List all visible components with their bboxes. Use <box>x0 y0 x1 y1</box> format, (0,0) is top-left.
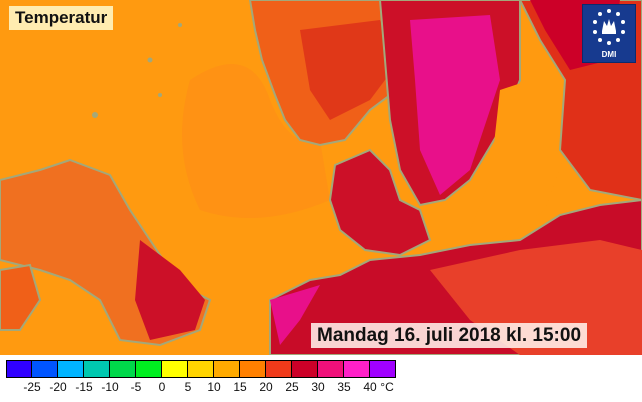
baltic-sea <box>470 70 570 240</box>
legend-swatch <box>188 360 214 378</box>
legend-tick-label: -15 <box>75 380 93 394</box>
map-canvas <box>0 0 642 356</box>
legend-swatch <box>344 360 370 378</box>
legend-tick-label: -25 <box>23 380 41 394</box>
legend-tick-label: 20 <box>259 380 273 394</box>
land-ireland <box>0 263 42 331</box>
legend-swatch <box>266 360 292 378</box>
island <box>92 112 98 118</box>
legend-tick-label: 10 <box>207 380 221 394</box>
north-sea-interior <box>182 64 330 218</box>
legend-unit: °C <box>380 380 394 394</box>
legend-swatch <box>318 360 344 378</box>
legend-swatch <box>136 360 162 378</box>
legend-tick-label: 25 <box>285 380 299 394</box>
legend-swatch <box>162 360 188 378</box>
legend-swatch <box>110 360 136 378</box>
legend-tick-label: 15 <box>233 380 247 394</box>
legend-tick-label: 35 <box>337 380 351 394</box>
legend-tick-label: 5 <box>184 380 192 394</box>
map-title: Temperatur <box>9 6 114 30</box>
legend-swatch <box>214 360 240 378</box>
legend-swatch <box>58 360 84 378</box>
land-denmark <box>328 148 432 257</box>
island <box>158 93 162 97</box>
forecast-timestamp: Mandag 16. juli 2018 kl. 15:00 <box>311 323 588 348</box>
legend-swatch <box>32 360 58 378</box>
island <box>178 23 182 27</box>
legend-swatch <box>6 360 32 378</box>
legend-tick-label: 40 <box>363 380 377 394</box>
logo-label: DMI <box>601 50 617 59</box>
legend-tick-label: 30 <box>311 380 325 394</box>
legend-swatch <box>292 360 318 378</box>
benelux-hot-zone <box>270 285 320 345</box>
legend-swatch <box>240 360 266 378</box>
temperature-map: Temperatur DMI Mandag 16. juli 2018 kl. … <box>0 0 642 356</box>
england-hot-zone <box>135 240 205 340</box>
legend-tick-label: -20 <box>49 380 67 394</box>
temperature-legend: -25 -20 -15 -10 -5 0 5 10 15 20 25 30 35 40 °C <box>0 356 642 402</box>
legend-swatch <box>370 360 396 378</box>
crown-star-ring-icon <box>593 9 625 45</box>
legend-tick-label: 0 <box>158 380 166 394</box>
island <box>147 57 153 63</box>
sweden-hot-zone <box>410 15 500 195</box>
legend-swatch <box>84 360 110 378</box>
legend-tick-label: -10 <box>101 380 119 394</box>
dmi-logo: DMI <box>582 4 636 63</box>
legend-tick-label: -5 <box>130 380 142 394</box>
norway-warm-zone <box>300 20 400 120</box>
